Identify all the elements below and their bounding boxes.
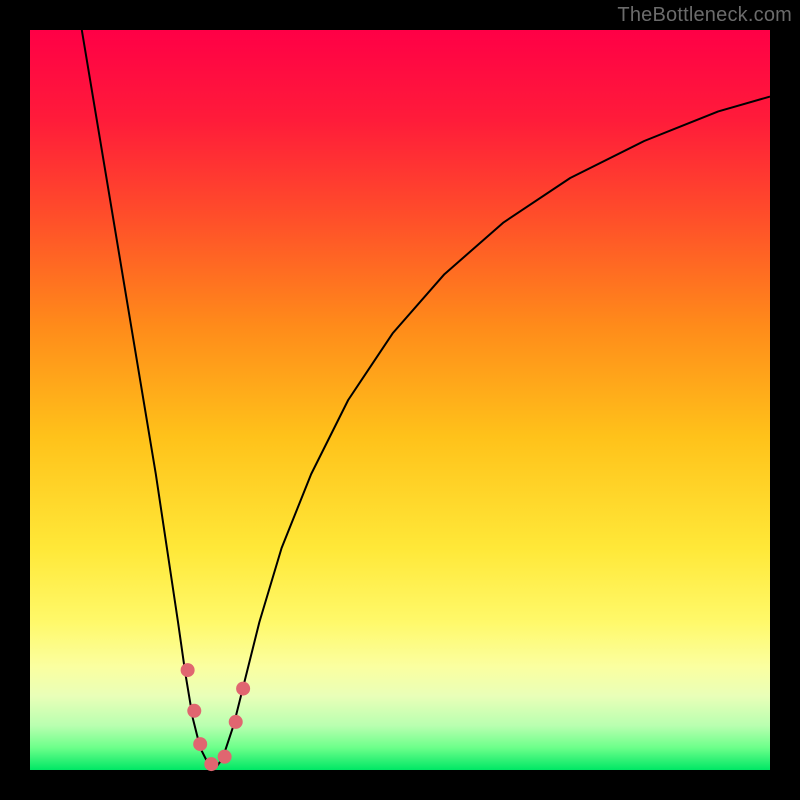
data-marker — [193, 737, 207, 751]
data-marker — [229, 715, 243, 729]
data-marker — [181, 663, 195, 677]
plot-area — [30, 30, 770, 770]
data-marker — [187, 704, 201, 718]
outer-frame: TheBottleneck.com — [0, 0, 800, 800]
data-marker — [218, 750, 232, 764]
data-marker — [236, 682, 250, 696]
data-marker — [204, 757, 218, 771]
bottleneck-curve-chart — [30, 30, 770, 770]
watermark-text: TheBottleneck.com — [617, 4, 792, 27]
bottleneck-curve — [82, 30, 770, 769]
